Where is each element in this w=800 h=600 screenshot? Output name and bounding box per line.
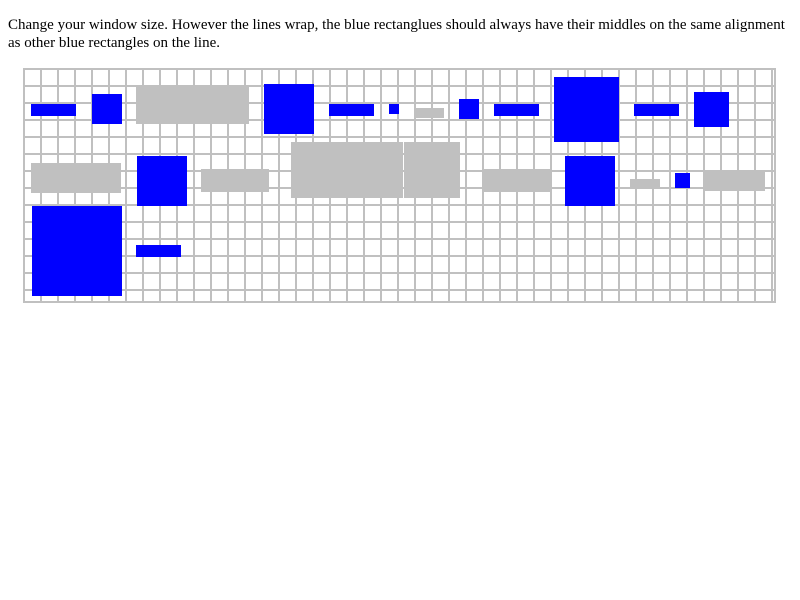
blue-rectangle (694, 92, 729, 127)
blue-rectangle (32, 206, 122, 296)
alignment-test-grid (23, 68, 776, 303)
blue-rectangle (137, 156, 187, 206)
gray-rectangle (291, 142, 403, 198)
blue-rectangle (565, 156, 615, 206)
blue-rectangle (264, 84, 314, 134)
blue-rectangle (554, 77, 619, 142)
blue-rectangle (459, 99, 479, 119)
gray-rectangle (483, 169, 551, 192)
blue-rectangle (92, 94, 122, 124)
gray-rectangle (201, 169, 269, 192)
blue-rectangle (675, 173, 690, 188)
gray-rectangle (404, 142, 460, 198)
blue-rectangle (634, 104, 679, 116)
blue-rectangle (494, 104, 539, 116)
instructions-text: Change your window size. However the lin… (8, 17, 785, 51)
blue-rectangle (136, 245, 181, 257)
gray-rectangle (704, 171, 765, 191)
gray-rectangle (136, 86, 249, 124)
blue-rectangle (329, 104, 374, 116)
blue-rectangle (31, 104, 76, 116)
gray-rectangle (415, 108, 444, 118)
blue-rectangle (389, 104, 399, 114)
gray-rectangle (630, 179, 660, 188)
gray-rectangle (31, 163, 121, 193)
